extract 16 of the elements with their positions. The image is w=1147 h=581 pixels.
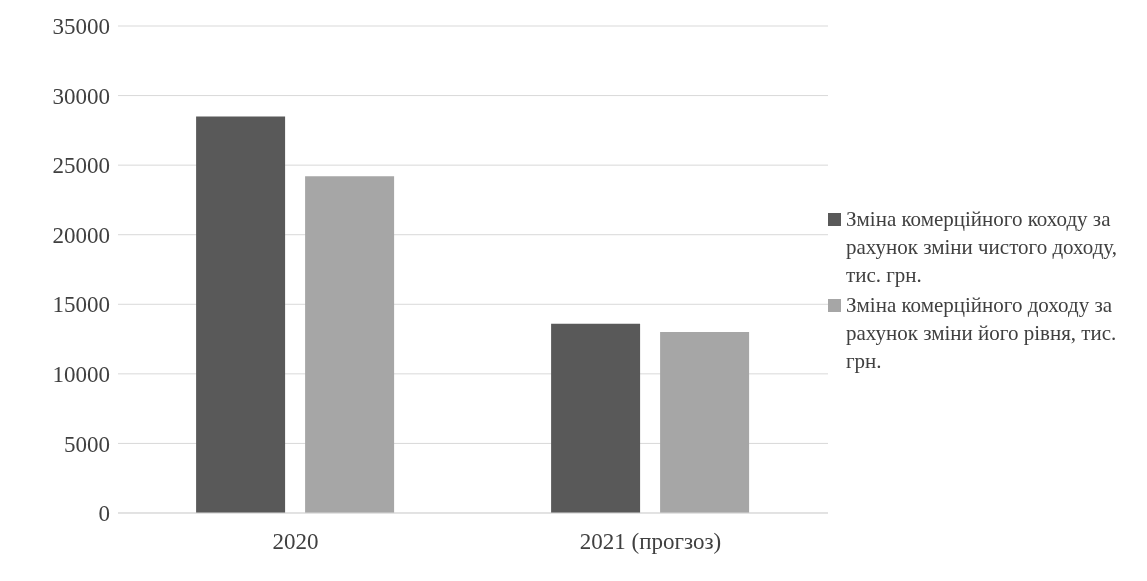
y-tick-label: 0 — [98, 501, 110, 527]
bar — [660, 332, 750, 513]
bar — [551, 323, 641, 513]
y-tick-label: 10000 — [52, 362, 110, 388]
y-tick-label: 35000 — [52, 14, 110, 40]
y-tick-label: 20000 — [52, 222, 110, 248]
bar — [305, 176, 395, 513]
y-tick-label: 30000 — [52, 83, 110, 109]
legend-label: Зміна комерційного коходу за рахунок зміни чистого доходу, тис. грн. — [846, 205, 1118, 289]
y-tick-label: 15000 — [52, 292, 110, 318]
x-tick-label: 2020 — [272, 529, 319, 555]
y-tick-label: 25000 — [52, 153, 110, 179]
bar — [196, 116, 286, 513]
legend-label: Зміна комерційного доходу за рахунок зміни його рівня, тис. грн. — [846, 291, 1118, 375]
y-tick-label: 5000 — [64, 431, 110, 457]
x-tick-label: 2021 (прогзоз) — [579, 529, 722, 555]
